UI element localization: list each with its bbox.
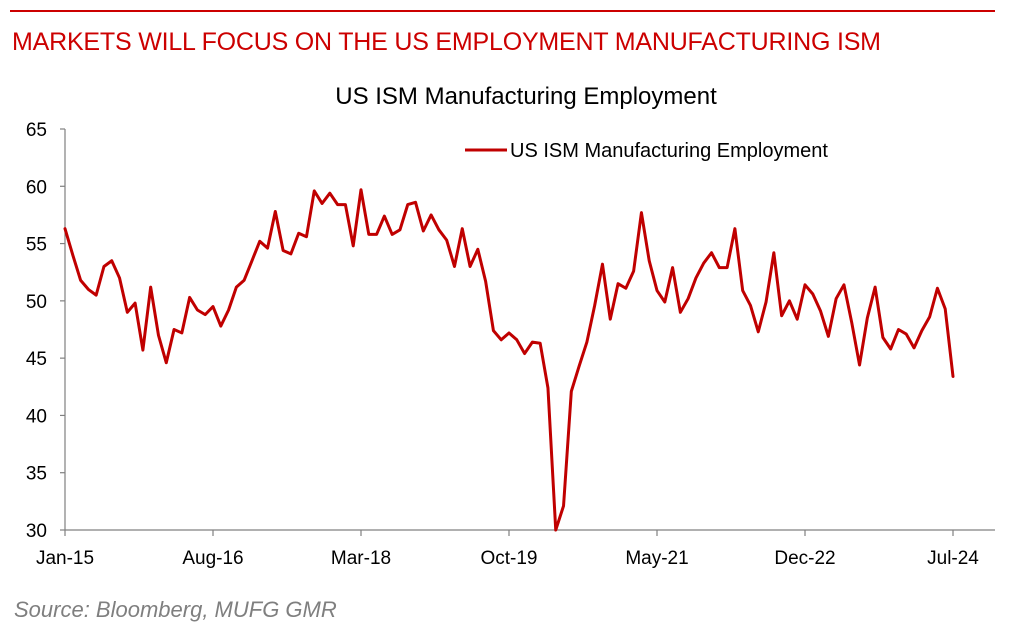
chart-title: US ISM Manufacturing Employment bbox=[335, 83, 717, 110]
x-tick-label: Dec-22 bbox=[774, 548, 835, 569]
line-chart: US ISM Manufacturing Employment 30 35 40 45… bbox=[26, 83, 995, 569]
top-rule bbox=[10, 10, 995, 12]
series-line-ism-employment bbox=[63, 188, 955, 532]
x-tick-label: May-21 bbox=[625, 548, 688, 569]
x-tick-label: Aug-16 bbox=[182, 548, 243, 569]
y-tick-label: 30 bbox=[26, 521, 47, 542]
page-headline: MARKETS WILL FOCUS ON THE US EMPLOYMENT … bbox=[12, 28, 881, 56]
legend-label: US ISM Manufacturing Employment bbox=[510, 140, 828, 162]
x-axis-ticks: Jan-15 Aug-16 Mar-18 Oct-19 May-21 Dec-22 Jul-… bbox=[36, 530, 979, 569]
y-axis-ticks: 30 35 40 45 50 55 60 65 bbox=[26, 120, 65, 542]
y-tick-label: 40 bbox=[26, 406, 47, 427]
y-tick-label: 45 bbox=[26, 349, 47, 370]
y-tick-label: 50 bbox=[26, 292, 47, 313]
source-note: Source: Bloomberg, MUFG GMR bbox=[14, 597, 337, 622]
x-tick-label: Mar-18 bbox=[331, 548, 391, 569]
y-tick-label: 60 bbox=[26, 177, 47, 198]
y-tick-label: 35 bbox=[26, 464, 47, 485]
x-tick-label: Oct-19 bbox=[480, 548, 537, 569]
y-tick-label: 65 bbox=[26, 120, 47, 141]
x-tick-label: Jul-24 bbox=[927, 548, 979, 569]
legend: US ISM Manufacturing Employment bbox=[465, 140, 828, 162]
x-tick-label: Jan-15 bbox=[36, 548, 94, 569]
y-tick-label: 55 bbox=[26, 235, 47, 256]
